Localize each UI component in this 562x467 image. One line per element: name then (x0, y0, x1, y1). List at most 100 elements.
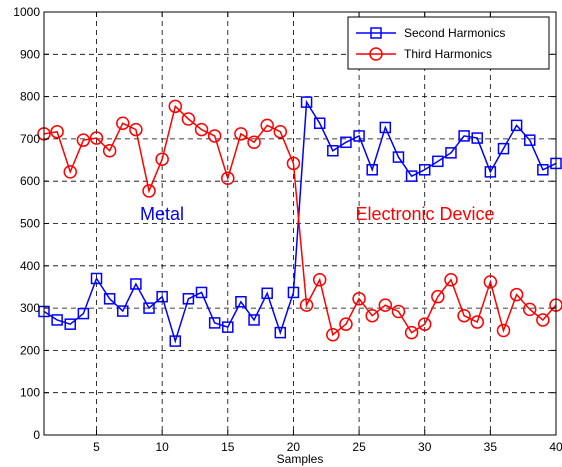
y-tick-label: 700 (20, 132, 40, 146)
data-point (391, 304, 406, 319)
data-point (234, 127, 248, 141)
data-point (168, 99, 183, 114)
data-point (182, 293, 195, 305)
x-tick-label: 35 (484, 440, 498, 454)
data-point (235, 296, 247, 308)
y-tick-label: 100 (20, 386, 40, 400)
data-point (470, 315, 484, 329)
data-point (404, 325, 419, 340)
x-tick-label: 40 (549, 440, 562, 454)
series-line (43, 104, 557, 337)
data-point (392, 151, 405, 163)
series-1 (37, 99, 562, 342)
data-point (116, 116, 130, 130)
data-point (444, 273, 458, 287)
data-point (313, 117, 326, 129)
data-point (418, 164, 431, 176)
data-point (76, 133, 91, 147)
data-point (103, 293, 116, 305)
data-point (417, 317, 432, 331)
data-point (379, 121, 392, 134)
series-line (43, 99, 557, 344)
y-tick-label: 1000 (13, 5, 40, 19)
y-tick-label: 400 (20, 259, 40, 273)
data-point (207, 129, 222, 143)
data-point (340, 136, 352, 149)
data-point (222, 321, 234, 333)
data-point (483, 275, 498, 289)
data-point (378, 298, 393, 312)
x-tick-label: 25 (352, 440, 366, 454)
data-point (326, 327, 340, 342)
data-point (365, 308, 379, 323)
data-point (339, 317, 353, 331)
data-point (536, 313, 550, 327)
y-tick-label: 0 (33, 428, 40, 442)
data-point (484, 166, 497, 178)
data-point (129, 122, 143, 137)
annotations: Metal Electronic Device (140, 204, 495, 224)
data-point (273, 124, 288, 139)
data-point (286, 156, 301, 171)
data-point (458, 130, 470, 142)
y-tick-label: 300 (20, 301, 40, 315)
x-tick-label: 10 (155, 440, 169, 454)
data-point (181, 112, 196, 126)
legend: Second Harmonics Third Harmonics (347, 16, 550, 70)
data-point (221, 171, 235, 185)
y-tick-label: 900 (20, 47, 40, 61)
data-point (353, 130, 365, 142)
x-tick-label: 30 (418, 440, 432, 454)
data-point (130, 278, 142, 290)
data-point (194, 122, 209, 137)
data-point (247, 135, 261, 150)
data-point (169, 335, 182, 347)
legend-box (347, 16, 550, 70)
data-point (366, 164, 378, 176)
data-point (63, 165, 78, 179)
data-point (274, 326, 287, 339)
legend-entry: Second Harmonics (404, 26, 505, 40)
legend-swatch-marker (369, 47, 383, 61)
data-point (445, 147, 457, 159)
legend-swatch-marker (370, 27, 382, 39)
y-tick-label: 200 (20, 343, 40, 357)
data-point (89, 131, 104, 145)
data-point (51, 314, 63, 326)
data-point (248, 314, 260, 326)
data-point (537, 164, 549, 176)
data-point (117, 305, 129, 317)
data-point (50, 124, 64, 139)
x-tick-label: 15 (221, 440, 235, 454)
data-point (496, 323, 511, 338)
legend-entry: Third Harmonics (404, 47, 492, 61)
data-point (471, 132, 483, 144)
x-tick-label: 5 (93, 440, 100, 454)
annotation-label: Metal (140, 204, 184, 224)
data-point (261, 287, 273, 300)
data-point (352, 292, 366, 306)
data-point (260, 118, 274, 133)
ticks: 5 10 15 20 25 30 35 400100200300400500600700800… (13, 5, 562, 454)
data-point (142, 184, 156, 198)
data-point (457, 308, 471, 323)
data-point (523, 134, 536, 146)
data-point (90, 272, 103, 285)
data-point (522, 302, 537, 317)
data-point (155, 152, 169, 166)
data-point (510, 119, 523, 132)
series-0 (38, 96, 562, 347)
data-point (312, 273, 327, 287)
data-point (143, 302, 155, 314)
data-point (509, 287, 524, 302)
data-point (287, 286, 300, 299)
x-axis-label: Samples (277, 452, 324, 466)
data-point (300, 96, 313, 108)
data-point (432, 155, 444, 168)
data-point (64, 318, 77, 330)
data-point (77, 307, 90, 320)
y-tick-label: 600 (20, 174, 40, 188)
data-point (208, 317, 221, 329)
data-point (195, 286, 208, 299)
